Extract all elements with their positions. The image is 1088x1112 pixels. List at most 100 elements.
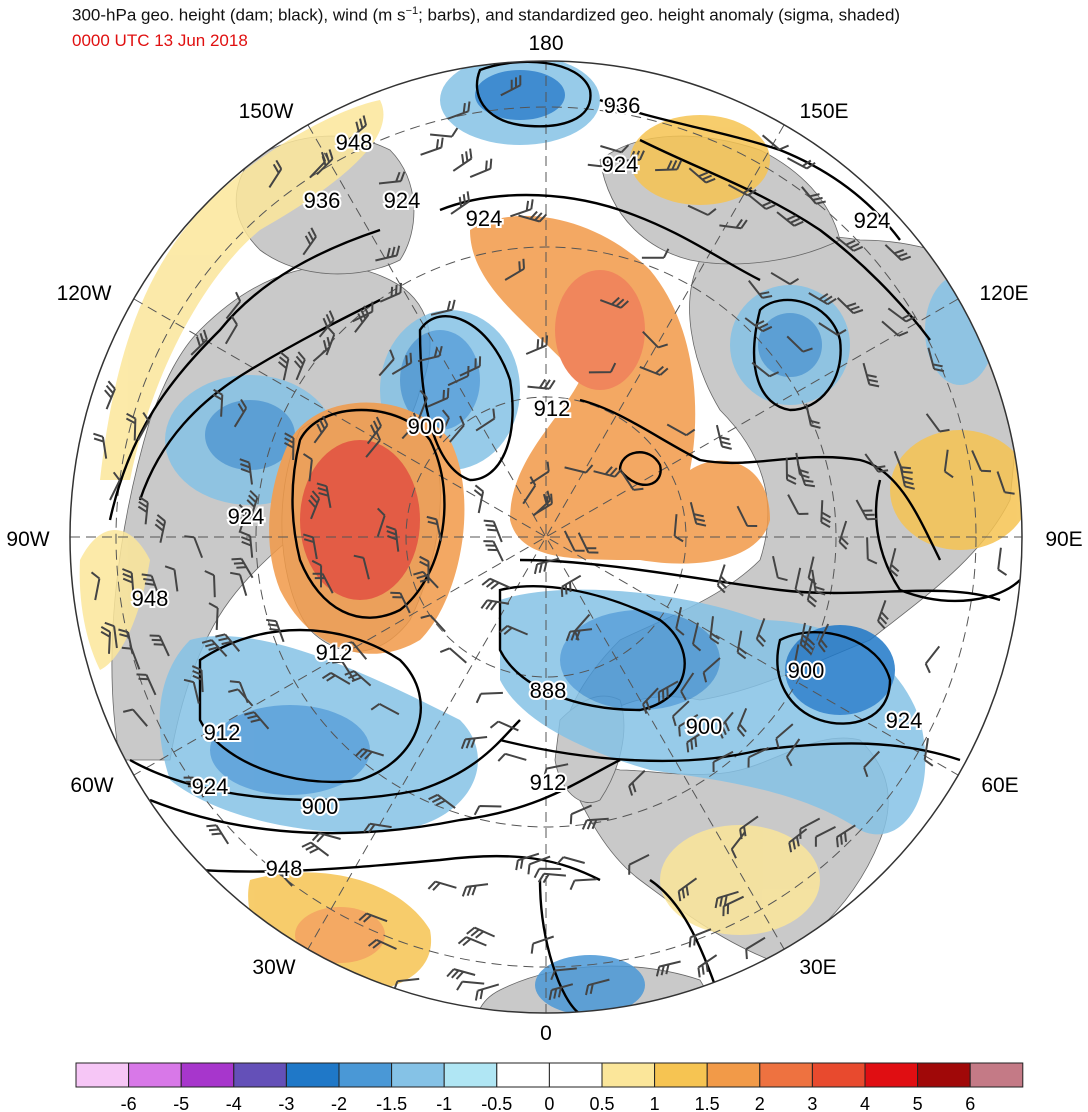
wind-barb	[427, 880, 457, 891]
wind-barb	[228, 688, 254, 707]
wind-barb	[137, 496, 149, 525]
wind-barb	[761, 134, 789, 151]
colorbar-tick-label: 0	[544, 1094, 554, 1112]
wind-barb	[943, 449, 954, 479]
wind-barb	[628, 769, 646, 796]
wind-barb	[483, 519, 503, 543]
wind-barb	[686, 729, 707, 753]
contour-label: 912	[316, 640, 353, 665]
wind-barb	[863, 750, 881, 778]
wind-barb	[785, 457, 797, 485]
wind-barb	[628, 854, 650, 875]
wind-barb	[367, 938, 397, 950]
wind-barb	[527, 378, 556, 390]
wind-barb	[530, 935, 555, 954]
wind-barb	[820, 500, 831, 528]
wind-barb	[755, 618, 767, 647]
wind-barb	[794, 567, 804, 597]
wind-barb	[673, 514, 684, 543]
contour-label: 924	[384, 188, 421, 213]
wind-barb	[376, 507, 386, 537]
wind-barb	[481, 577, 511, 590]
wind-barb	[325, 326, 336, 356]
wind-barb	[191, 665, 204, 693]
wind-barb	[864, 453, 889, 473]
wind-barb	[786, 335, 813, 353]
wind-barb	[563, 530, 585, 552]
wind-barb	[581, 817, 609, 830]
anomaly-pos-central-asia	[890, 430, 1022, 550]
wind-barb	[688, 928, 712, 948]
colorbar-swatch	[864, 1062, 919, 1088]
wind-barb	[302, 227, 317, 256]
wind-barb	[730, 831, 746, 859]
wind-barb	[452, 148, 473, 172]
wind-barb	[550, 967, 577, 981]
wind-barb	[801, 186, 826, 205]
wind-barb	[806, 578, 818, 608]
colorbar-swatch	[75, 1062, 130, 1088]
wind-barb	[480, 599, 510, 611]
colorbar-tick-label: -4	[226, 1094, 242, 1112]
wind-barb	[190, 329, 208, 356]
wind-barb	[201, 639, 228, 657]
wind-barb	[497, 752, 527, 762]
wind-barb	[835, 236, 864, 252]
anomaly-neg-north-atlantic-core	[210, 705, 370, 795]
wind-barb	[301, 841, 330, 857]
wind-barb	[154, 514, 167, 543]
wind-barb	[678, 713, 699, 737]
wind-barb	[109, 471, 121, 501]
wind-barb	[244, 711, 270, 730]
wind-barb	[772, 555, 788, 582]
wind-barb	[689, 501, 707, 527]
colorbar-tick-label: 1.5	[695, 1094, 720, 1112]
wind-barb	[593, 466, 623, 478]
wind-barb	[235, 503, 248, 534]
wind-barb	[164, 565, 179, 592]
wind-barb	[93, 432, 108, 459]
wind-barb	[569, 878, 597, 891]
wind-barb	[971, 450, 992, 473]
contour-label: 924	[466, 206, 503, 231]
colorbar: -6 -5 -4 -3 -2 -1.5 -1 -0.5 0 0.5 1 1.5 2 3 4 5 6	[75, 1062, 1024, 1112]
contour-label: 948	[266, 856, 303, 881]
anomaly-shading	[79, 61, 1022, 1013]
wind-barb	[714, 890, 739, 909]
anomaly-neg-west-canada-core	[205, 400, 295, 470]
colorbar-swatch	[128, 1062, 182, 1088]
wind-barb	[555, 856, 585, 866]
contour-label: 900	[302, 794, 339, 819]
height-contours	[108, 61, 1021, 1013]
wind-barb	[354, 747, 384, 760]
wind-barb	[585, 978, 610, 996]
colorbar-swatch	[285, 1062, 340, 1088]
wind-barb	[745, 936, 766, 960]
anomaly-pos-pacific-nw	[100, 100, 384, 480]
wind-barb	[204, 570, 216, 598]
lon-label-150w: 150W	[239, 100, 294, 123]
wind-barb	[808, 292, 837, 306]
wind-barb	[375, 245, 401, 262]
wind-barb	[475, 408, 496, 432]
wind-barb	[456, 980, 485, 991]
wind-barb	[413, 570, 439, 589]
wind-barb	[354, 305, 370, 333]
wind-barb	[680, 672, 695, 701]
wind-barb	[449, 415, 465, 443]
colorbar-swatch	[917, 1062, 971, 1088]
wind-barb	[303, 533, 318, 560]
contour-label: 912	[534, 396, 571, 421]
wind-barb	[137, 412, 150, 441]
colorbar-tick-label: -6	[121, 1094, 137, 1112]
wind-barb	[997, 547, 1008, 576]
colorbar-swatch	[759, 1062, 813, 1088]
colorbar-tick-label: 5	[913, 1094, 923, 1112]
wind-barb	[246, 489, 259, 519]
lon-label-90e: 90E	[1045, 528, 1082, 551]
wind-barb	[560, 574, 582, 597]
wind-barb	[370, 703, 400, 716]
wind-barb	[564, 464, 594, 474]
wind-barb	[889, 547, 900, 577]
wind-barb	[587, 157, 617, 169]
